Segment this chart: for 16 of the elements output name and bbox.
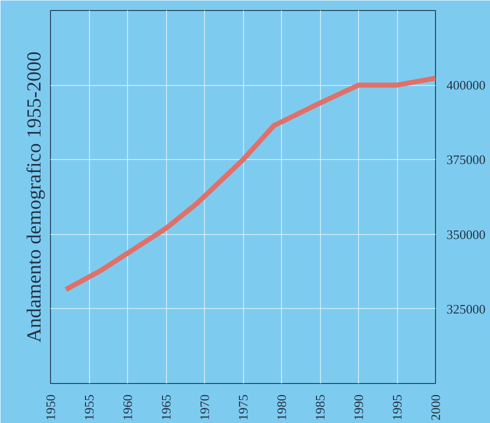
x-tick-label: 1975: [236, 394, 250, 420]
x-tick-label: 1995: [390, 394, 404, 420]
x-tick-label: 1970: [197, 394, 212, 420]
x-tick-label: 1985: [312, 394, 328, 420]
y-tick-label: 325000: [446, 301, 486, 316]
y-axis-title: Andamento demografico 1955-2000: [24, 51, 46, 343]
x-tick-label: 1965: [158, 394, 174, 420]
x-tick-label: 1980: [274, 394, 289, 420]
x-tick-label: 1955: [82, 394, 96, 420]
y-tick-label: 400000: [446, 78, 486, 93]
x-tick-label: 2000: [428, 394, 443, 420]
x-tick-label: 1950: [43, 394, 58, 420]
x-tick-label: 1960: [120, 394, 135, 420]
x-tick-label: 1990: [351, 394, 366, 420]
y-tick-label: 350000: [446, 226, 486, 242]
y-tick-label: 375000: [446, 152, 486, 168]
